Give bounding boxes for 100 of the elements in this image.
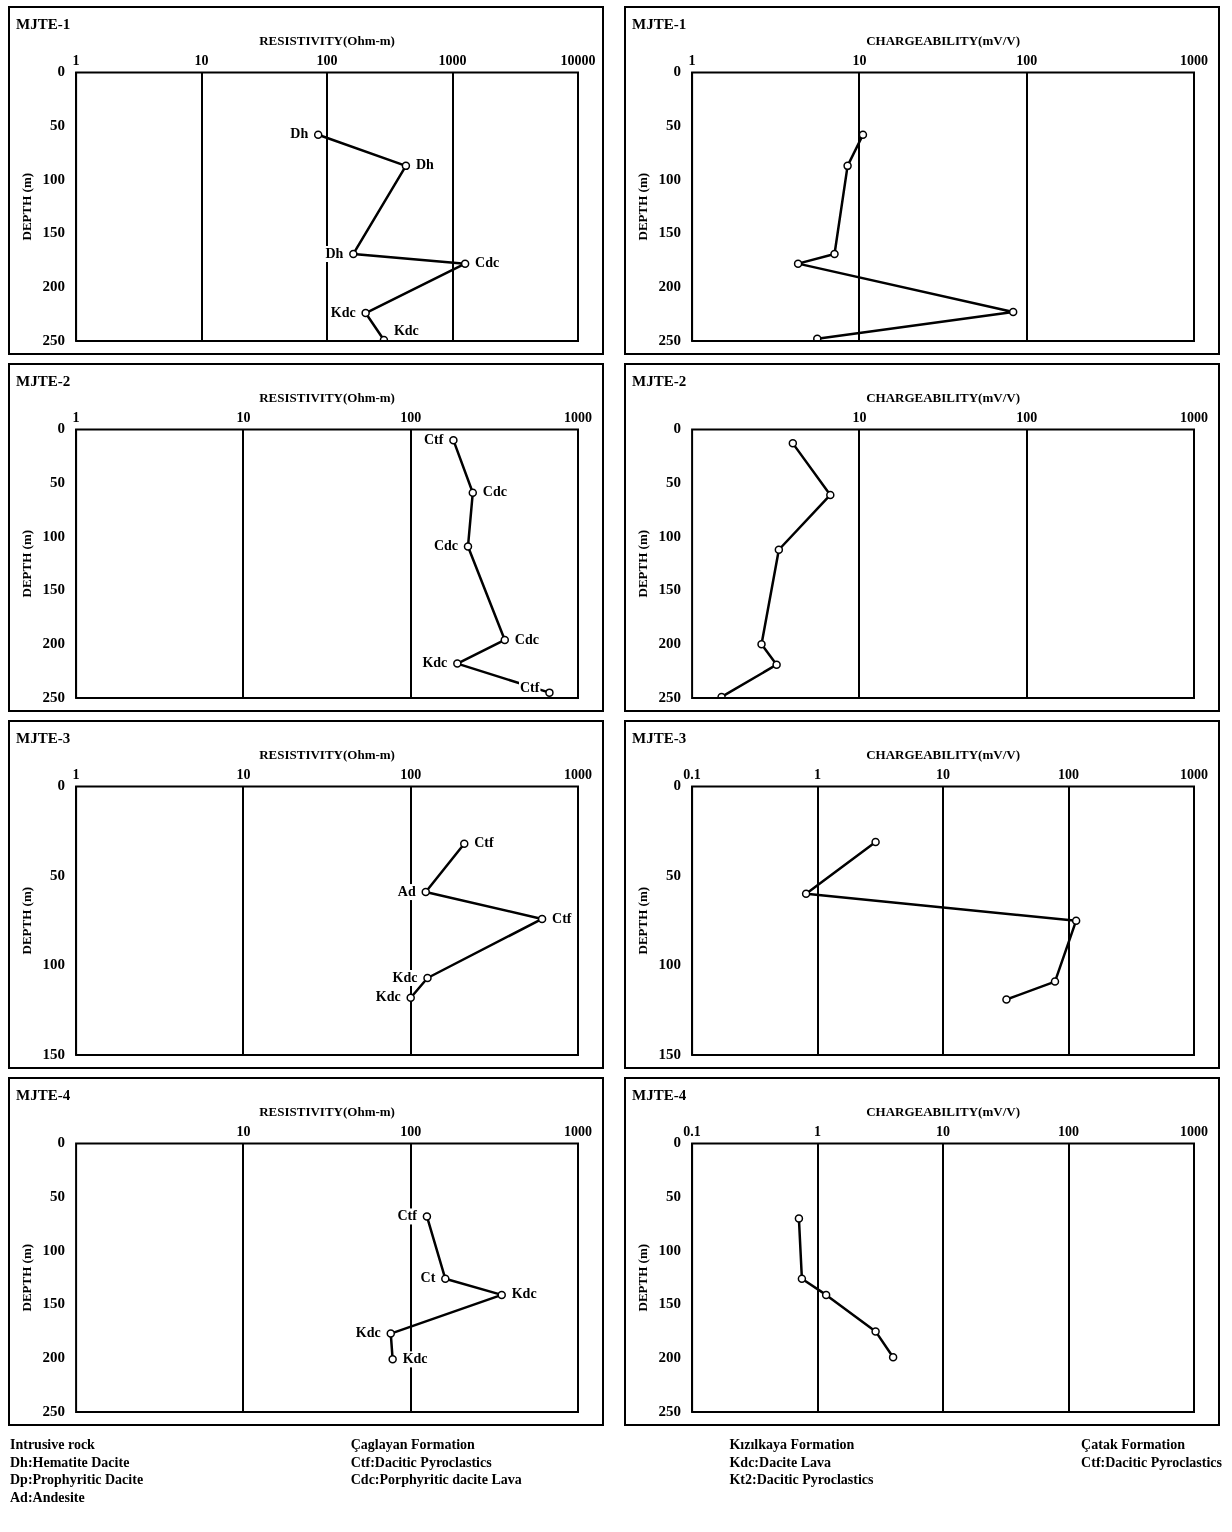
x-tick-label: 1 — [814, 766, 822, 782]
y-tick-label: 100 — [658, 956, 682, 973]
x-tick-label: 1 — [72, 52, 80, 68]
x-axis-title: RESISTIVITY(Ohm-m) — [259, 747, 395, 763]
chart-title: MJTE-2 — [632, 372, 687, 389]
x-tick-label: 10 — [936, 1123, 951, 1139]
x-axis-title: RESISTIVITY(Ohm-m) — [259, 390, 395, 406]
x-axis-title: CHARGEABILITY(mV/V) — [866, 33, 1020, 49]
annotation: Kdc — [422, 655, 448, 671]
y-tick-label: 0 — [673, 1134, 682, 1151]
y-tick-label: 250 — [658, 331, 682, 348]
y-axis-title: DEPTH (m) — [635, 172, 651, 241]
y-axis-title: DEPTH (m) — [19, 886, 35, 955]
y-tick-label: 200 — [658, 278, 682, 295]
x-tick-label: 1 — [72, 766, 80, 782]
annotation: Kdc — [330, 304, 356, 320]
y-tick-label: 200 — [42, 1349, 66, 1366]
y-tick-label: 50 — [666, 866, 682, 883]
y-tick-label: 100 — [42, 956, 66, 973]
x-tick-label: 10 — [194, 52, 209, 68]
x-tick-label: 100 — [1058, 766, 1080, 782]
x-tick-label: 1000 — [438, 52, 467, 68]
x-tick-label: 1000 — [564, 409, 592, 425]
y-tick-label: 0 — [57, 63, 66, 80]
y-tick-label: 150 — [42, 1295, 66, 1312]
y-tick-label: 200 — [658, 635, 682, 652]
x-tick-label: 100 — [400, 766, 422, 782]
annotation: Kdc — [511, 1286, 537, 1302]
annotation: Dh — [290, 126, 309, 142]
x-tick-label: 0.1 — [683, 1123, 701, 1139]
y-axis-title: DEPTH (m) — [19, 172, 35, 241]
x-axis-title: CHARGEABILITY(mV/V) — [866, 390, 1020, 406]
x-tick-label: 1000 — [1180, 409, 1208, 425]
y-tick-label: 150 — [42, 581, 66, 598]
annotation: Kdc — [402, 1350, 428, 1366]
x-tick-label: 10 — [852, 52, 867, 68]
x-tick-label: 0.1 — [683, 766, 701, 782]
y-tick-label: 0 — [57, 777, 66, 794]
y-tick-label: 50 — [666, 117, 682, 133]
chart-title: MJTE-4 — [632, 1086, 687, 1103]
annotation: Dh — [415, 157, 435, 173]
y-tick-label: 250 — [42, 331, 66, 348]
y-tick-label: 150 — [658, 1045, 682, 1062]
y-tick-label: 200 — [42, 278, 66, 295]
x-axis-title: CHARGEABILITY(mV/V) — [866, 1104, 1020, 1120]
chart-title: MJTE-3 — [16, 729, 71, 746]
x-axis-title: CHARGEABILITY(mV/V) — [866, 747, 1020, 763]
y-tick-label: 250 — [658, 1402, 682, 1419]
y-tick-label: 100 — [42, 1241, 66, 1258]
y-axis-title: DEPTH (m) — [635, 529, 651, 598]
annotation: Kdc — [355, 1325, 381, 1341]
y-tick-label: 150 — [658, 224, 682, 241]
y-tick-label: 100 — [658, 170, 682, 187]
x-tick-label: 100 — [316, 52, 338, 68]
annotation: Ctf — [552, 910, 572, 926]
x-tick-label: 100 — [400, 409, 422, 425]
y-axis-title: DEPTH (m) — [635, 1243, 651, 1312]
y-tick-label: 50 — [666, 473, 682, 490]
x-tick-label: 10 — [236, 1123, 251, 1139]
x-axis-title: RESISTIVITY(Ohm-m) — [259, 1104, 395, 1120]
chart-title: MJTE-3 — [632, 729, 687, 746]
x-tick-label: 100 — [1016, 52, 1038, 68]
x-tick-label: 1000 — [1180, 766, 1208, 782]
annotation: Ad — [397, 883, 416, 899]
chart-title: MJTE-1 — [16, 15, 71, 32]
y-tick-label: 0 — [57, 420, 66, 437]
annotation: Kdc — [375, 989, 401, 1005]
text: Intrusive rock Dh:Hematite Dacite Dp:Prophyritic Dacite Ad:Andesite — [10, 1436, 144, 1506]
y-tick-label: 100 — [658, 527, 682, 544]
y-tick-label: 100 — [42, 527, 66, 544]
x-tick-label: 10 — [852, 409, 867, 425]
annotation: Ctf — [423, 431, 444, 447]
y-tick-label: 250 — [658, 688, 682, 705]
x-tick-label: 10 — [936, 766, 951, 782]
x-tick-label: 10000 — [560, 52, 596, 68]
y-axis-title: DEPTH (m) — [19, 1243, 35, 1312]
x-tick-label: 1000 — [1180, 52, 1208, 68]
y-tick-label: 100 — [42, 170, 66, 187]
annotation: Cdc — [514, 631, 539, 647]
y-tick-label: 150 — [42, 224, 66, 241]
y-tick-label: 50 — [50, 866, 66, 883]
x-tick-label: 100 — [400, 1123, 422, 1139]
chart-title: MJTE-4 — [16, 1086, 71, 1103]
x-tick-label: 10 — [236, 766, 251, 782]
x-tick-label: 100 — [1058, 1123, 1080, 1139]
y-tick-label: 50 — [50, 1187, 66, 1204]
y-tick-label: 150 — [42, 1045, 66, 1062]
y-tick-label: 100 — [658, 1241, 682, 1258]
x-tick-label: 1000 — [564, 766, 592, 782]
annotation: Cdc — [482, 484, 507, 500]
y-tick-label: 200 — [658, 1349, 682, 1366]
y-tick-label: 250 — [42, 1402, 66, 1419]
annotation: Dh — [325, 245, 344, 261]
y-tick-label: 0 — [57, 1134, 66, 1151]
x-tick-label: 10 — [236, 409, 251, 425]
annotation: Cdc — [433, 538, 458, 554]
x-tick-label: 1 — [72, 409, 80, 425]
y-tick-label: 0 — [673, 420, 682, 437]
y-axis-title: DEPTH (m) — [635, 886, 651, 955]
chart-title: MJTE-2 — [16, 372, 71, 389]
